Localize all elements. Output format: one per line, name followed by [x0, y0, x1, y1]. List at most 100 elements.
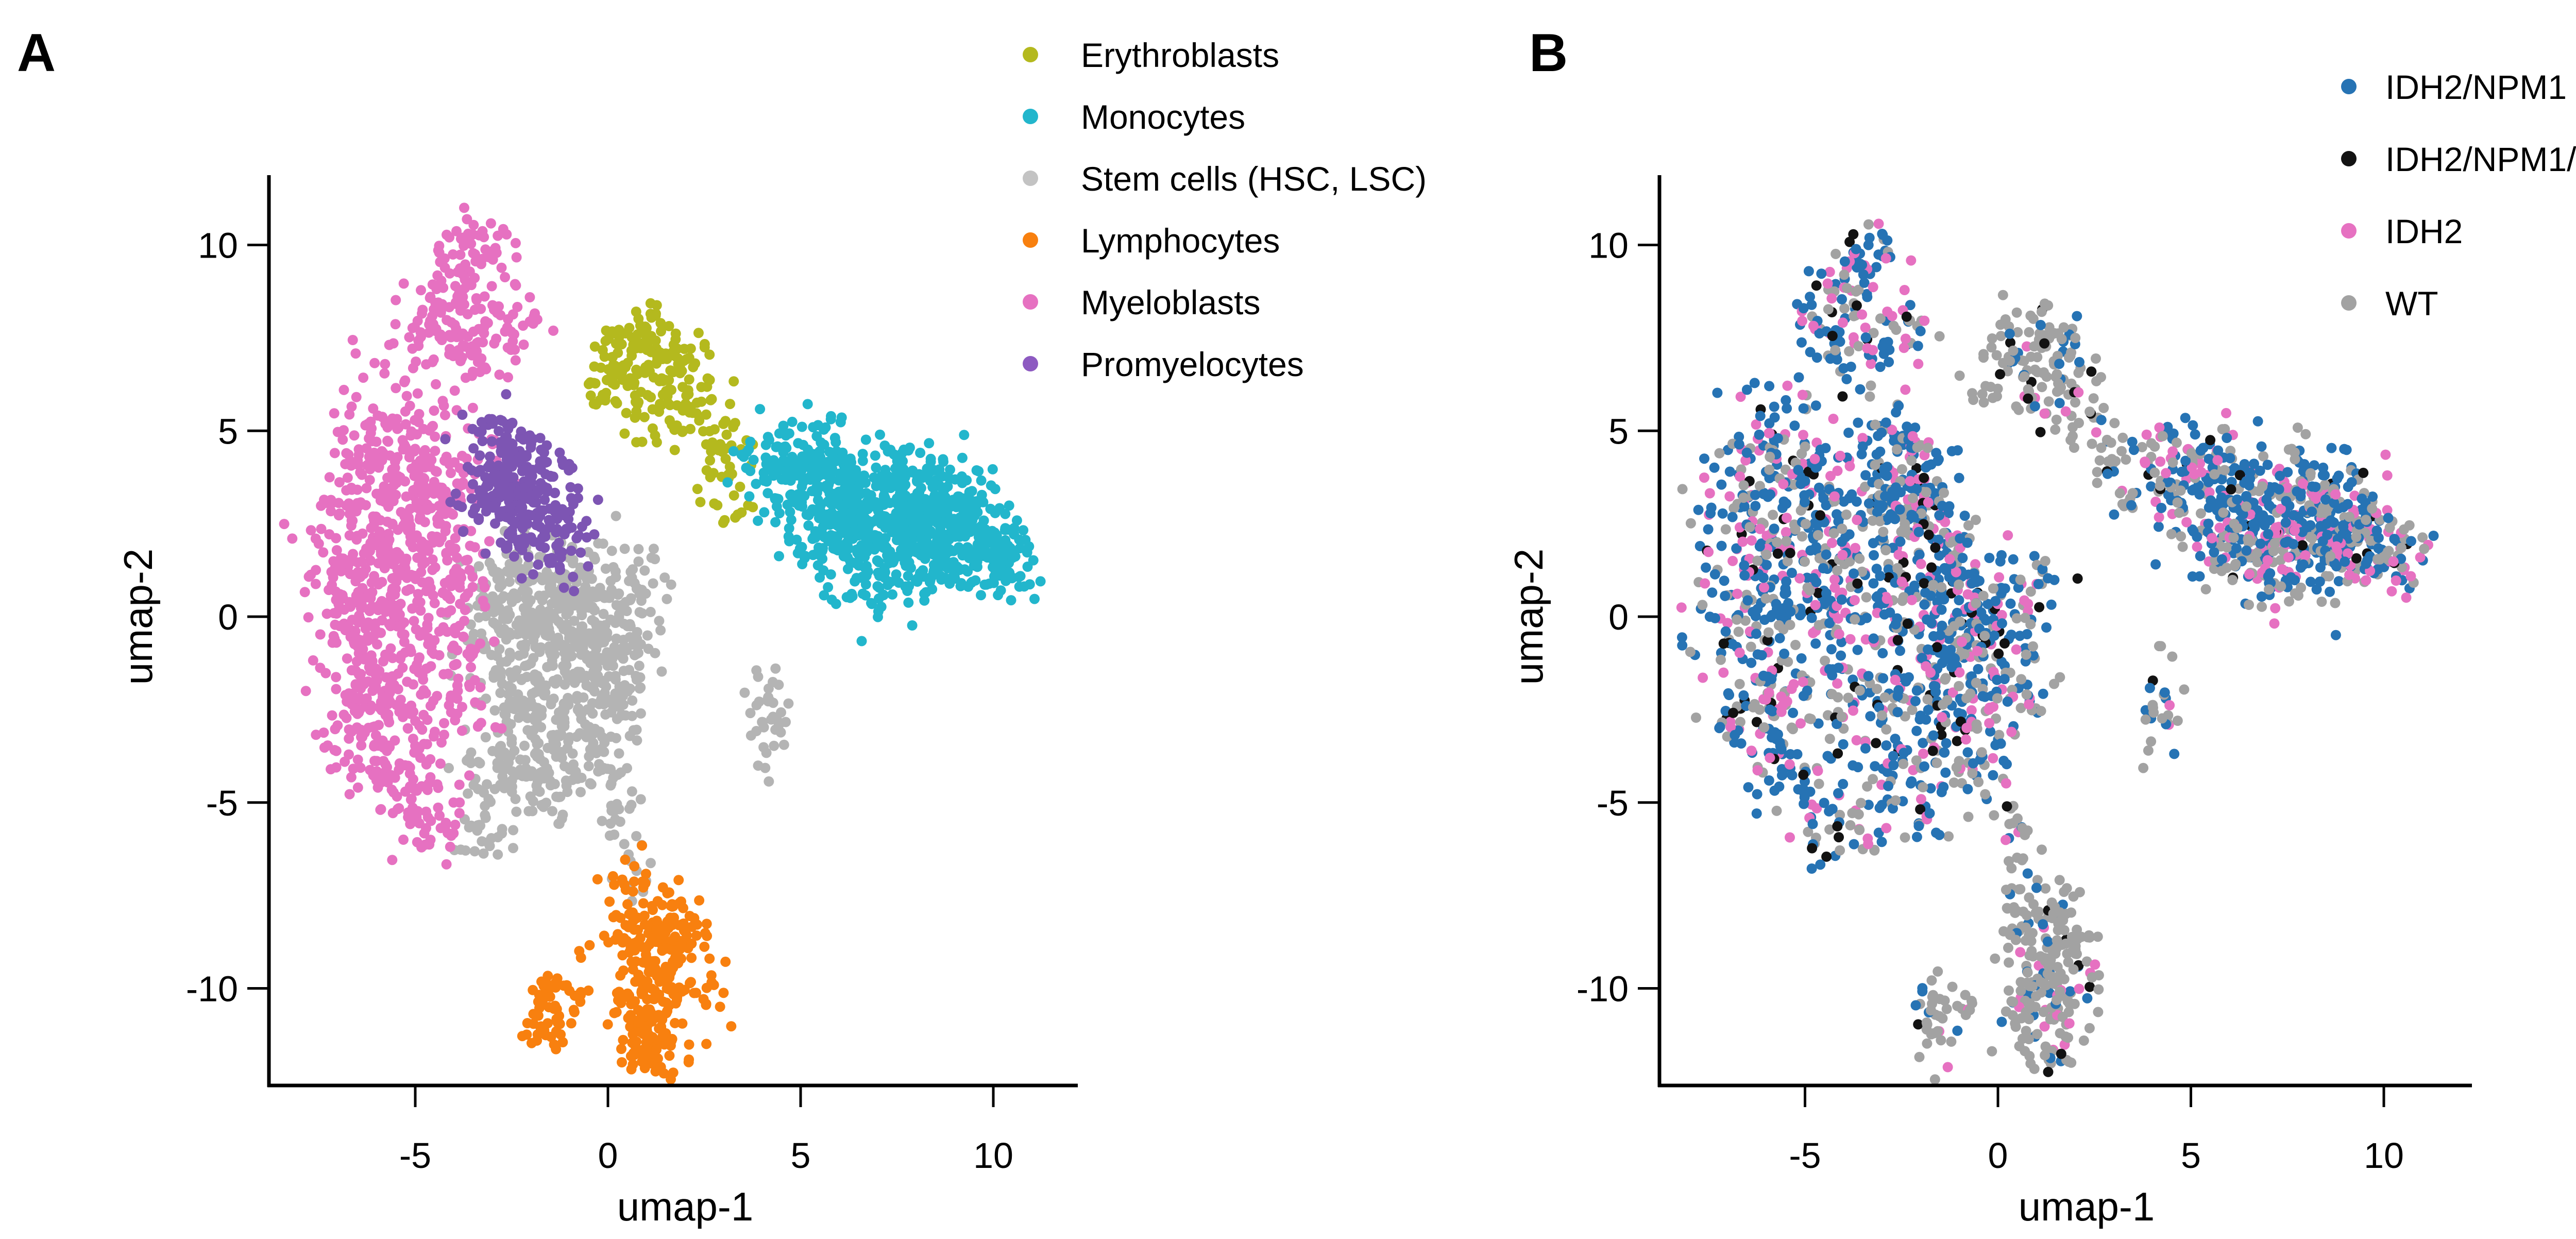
data-point [450, 628, 461, 639]
data-point [374, 530, 384, 540]
data-point [628, 1048, 639, 1059]
data-point [995, 585, 1006, 596]
data-point [626, 345, 637, 356]
data-point [471, 293, 482, 303]
data-point [427, 357, 438, 367]
data-point [1776, 744, 1787, 755]
data-point [704, 953, 715, 964]
data-point [1759, 615, 1770, 625]
data-point [444, 700, 454, 710]
data-point [1765, 753, 1775, 763]
data-point [414, 409, 425, 419]
data-point [1860, 323, 1871, 333]
data-point [771, 442, 782, 452]
data-point [770, 493, 781, 504]
data-point [776, 707, 786, 718]
data-point [384, 717, 395, 727]
data-point [608, 912, 619, 923]
data-point [762, 488, 773, 499]
data-point [670, 931, 681, 942]
data-point [1860, 470, 1871, 481]
data-point [1809, 453, 1820, 464]
data-point [607, 352, 618, 362]
data-point [497, 828, 507, 839]
data-point [670, 334, 681, 345]
data-point [561, 660, 572, 671]
data-point [479, 787, 489, 798]
data-point [504, 652, 515, 663]
data-point [499, 624, 510, 635]
data-point [924, 438, 935, 449]
data-point [1810, 400, 1821, 411]
data-point [1806, 613, 1817, 623]
data-point [612, 714, 622, 724]
data-point [419, 482, 430, 493]
data-point [434, 650, 445, 660]
data-point [1752, 555, 1763, 566]
data-point [350, 348, 361, 359]
data-point [520, 763, 531, 774]
data-point [1762, 491, 1773, 502]
data-point [753, 760, 764, 771]
data-point [1707, 587, 1718, 598]
data-point [718, 517, 728, 528]
data-point [759, 476, 770, 486]
data-point [600, 563, 611, 574]
data-point [488, 669, 499, 680]
data-point [1699, 472, 1709, 483]
data-point [594, 726, 605, 737]
data-point [444, 762, 454, 773]
data-point [496, 262, 507, 273]
data-point [1830, 345, 1841, 355]
data-point [408, 784, 419, 794]
data-point [1706, 502, 1717, 513]
data-point [969, 560, 979, 571]
data-point [1814, 620, 1824, 631]
data-point [1716, 540, 1727, 551]
data-point [1719, 575, 1730, 586]
data-point [446, 317, 457, 328]
data-point [820, 422, 831, 433]
data-point [945, 464, 955, 475]
data-point [1841, 374, 1852, 384]
data-point [621, 606, 632, 616]
data-point [785, 506, 795, 517]
data-point [351, 459, 362, 469]
data-point [421, 663, 432, 674]
data-point [626, 572, 637, 583]
data-point [1853, 417, 1863, 428]
legend-item-label: Lymphocytes [1081, 222, 1280, 260]
data-point [1887, 425, 1897, 435]
data-point [1899, 343, 1909, 353]
data-point [557, 809, 568, 820]
data-point [1931, 448, 1942, 459]
data-point [588, 378, 599, 388]
data-point [613, 929, 623, 940]
data-point [1807, 819, 1818, 829]
data-point [1875, 503, 1886, 514]
data-point [490, 518, 500, 529]
data-point [1765, 451, 1775, 462]
data-point [1785, 620, 1795, 630]
data-point [1783, 598, 1793, 608]
data-point [1971, 515, 1981, 525]
data-point [1837, 523, 1848, 534]
data-point [321, 608, 332, 619]
data-point [1866, 380, 1876, 391]
data-point [1734, 439, 1744, 450]
data-point [1824, 618, 1835, 629]
data-point [1740, 615, 1751, 626]
data-point [702, 373, 713, 384]
data-point [1700, 578, 1710, 589]
data-point [583, 547, 594, 557]
data-point [771, 461, 782, 471]
data-point [318, 727, 329, 738]
data-point [434, 241, 445, 251]
data-point [1822, 751, 1833, 761]
data-point [455, 249, 466, 260]
data-point [559, 717, 570, 728]
data-point [920, 494, 930, 504]
data-point [526, 1038, 537, 1048]
data-point [476, 628, 487, 639]
data-point [514, 615, 524, 626]
